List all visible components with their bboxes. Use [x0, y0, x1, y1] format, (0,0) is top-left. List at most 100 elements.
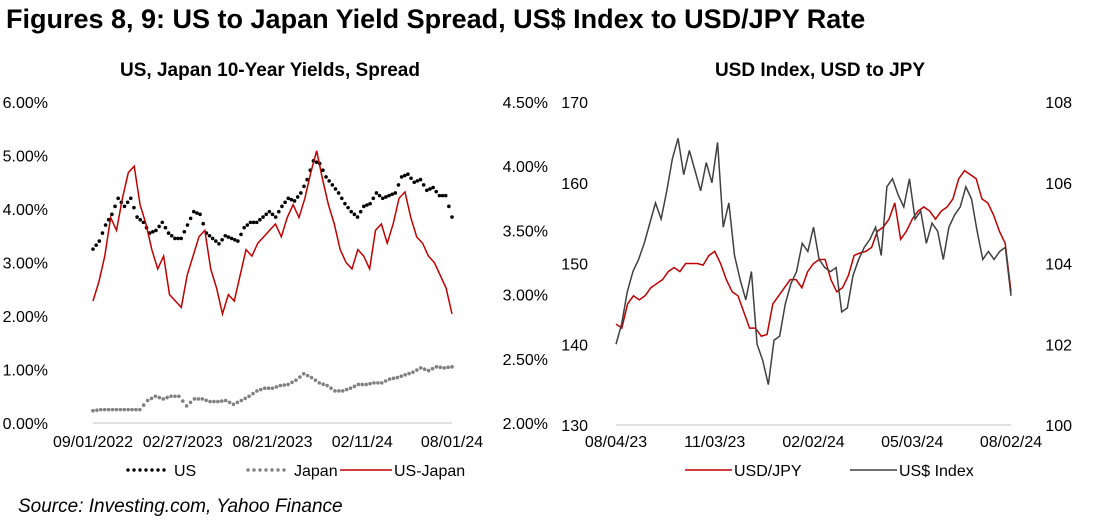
data-point: [403, 373, 407, 377]
data-point: [446, 365, 450, 370]
data-point: [286, 196, 291, 201]
x-tick-label: 08/04/23: [585, 434, 647, 451]
data-point: [118, 407, 123, 412]
data-point: [157, 224, 161, 229]
y-right-tick-label: 108: [1045, 95, 1072, 112]
y-left-tick-label: 160: [561, 176, 588, 193]
data-point: [368, 381, 372, 386]
legend-label: US: [174, 463, 196, 480]
data-point: [154, 228, 158, 233]
data-point: [179, 236, 183, 241]
legend-marker: [126, 468, 130, 472]
legend-label: Japan: [294, 463, 338, 480]
y-left-tick-label: 1.00%: [3, 363, 48, 380]
data-point: [138, 407, 142, 412]
data-point: [309, 375, 314, 380]
data-point: [274, 385, 279, 389]
data-point: [412, 180, 417, 185]
data-point: [282, 383, 287, 387]
data-point: [236, 239, 240, 243]
data-point: [149, 396, 154, 401]
data-point: [372, 381, 376, 385]
chart-title: US, Japan 10-Year Yields, Spread: [120, 60, 420, 81]
x-tick-label: 09/01/2022: [53, 434, 133, 451]
data-point: [226, 235, 231, 239]
data-point: [141, 403, 146, 407]
legend-item: US$ Index: [850, 463, 974, 480]
series-japan: [91, 365, 454, 413]
data-point: [376, 381, 380, 385]
y-left-tick-label: 150: [561, 257, 588, 274]
data-point: [270, 212, 275, 217]
data-point: [214, 239, 218, 243]
data-point: [239, 398, 244, 403]
data-point: [248, 220, 253, 225]
x-tick-label: 11/03/23: [684, 434, 745, 451]
data-point: [261, 215, 265, 219]
data-point: [102, 407, 107, 412]
x-tick-label: 05/03/24: [881, 434, 943, 451]
y-left-tick-label: 2.00%: [3, 309, 48, 326]
data-point: [327, 179, 331, 183]
data-point: [114, 407, 119, 412]
data-point: [192, 397, 197, 401]
data-point: [204, 398, 208, 403]
data-point: [352, 384, 357, 389]
data-point: [428, 187, 432, 191]
data-point: [399, 374, 404, 378]
x-tick-label: 08/21/2023: [232, 434, 312, 451]
series-us-japan: [92, 150, 453, 317]
y-right-tick-label: 102: [1045, 337, 1072, 354]
data-point: [294, 378, 298, 383]
legend-marker: [264, 468, 268, 472]
data-point: [384, 195, 388, 199]
data-point: [247, 394, 251, 399]
data-point: [91, 247, 95, 251]
legend-label: US-Japan: [394, 463, 465, 480]
data-point: [383, 379, 388, 383]
data-point: [313, 378, 318, 383]
legend-marker: [270, 468, 274, 472]
data-point: [208, 399, 212, 404]
data-point: [450, 215, 454, 219]
data-point: [330, 183, 335, 187]
data-point: [317, 381, 322, 385]
data-point: [292, 199, 297, 203]
data-point: [407, 371, 411, 376]
data-point: [283, 200, 287, 205]
data-point: [134, 407, 138, 412]
data-point: [325, 383, 329, 388]
data-point: [180, 399, 185, 403]
y-right-tick-label: 3.00%: [503, 288, 548, 305]
data-point: [355, 215, 360, 219]
data-point: [216, 399, 220, 404]
y-right-tick-label: 3.50%: [503, 223, 548, 240]
data-point: [113, 204, 117, 209]
data-point: [390, 192, 394, 197]
data-point: [122, 204, 127, 209]
data-point: [185, 223, 190, 227]
data-point: [422, 367, 427, 372]
data-point: [223, 398, 228, 403]
data-point: [166, 231, 171, 235]
data-point: [415, 179, 420, 183]
data-point: [343, 201, 347, 206]
y-right-tick-label: 2.50%: [503, 352, 548, 369]
data-point: [430, 366, 435, 371]
data-point: [229, 236, 234, 241]
data-point: [232, 237, 237, 242]
data-point: [177, 394, 181, 399]
data-point: [438, 365, 443, 370]
data-point: [344, 387, 349, 392]
data-point: [198, 212, 202, 217]
data-point: [141, 220, 146, 225]
data-point: [116, 196, 120, 201]
y-right-tick-label: 104: [1045, 257, 1072, 274]
y-left-tick-label: 130: [561, 418, 588, 435]
data-point: [91, 408, 95, 413]
data-point: [95, 408, 99, 412]
data-point: [138, 217, 143, 222]
data-point: [219, 399, 224, 403]
y-left-tick-label: 3.00%: [3, 256, 48, 273]
